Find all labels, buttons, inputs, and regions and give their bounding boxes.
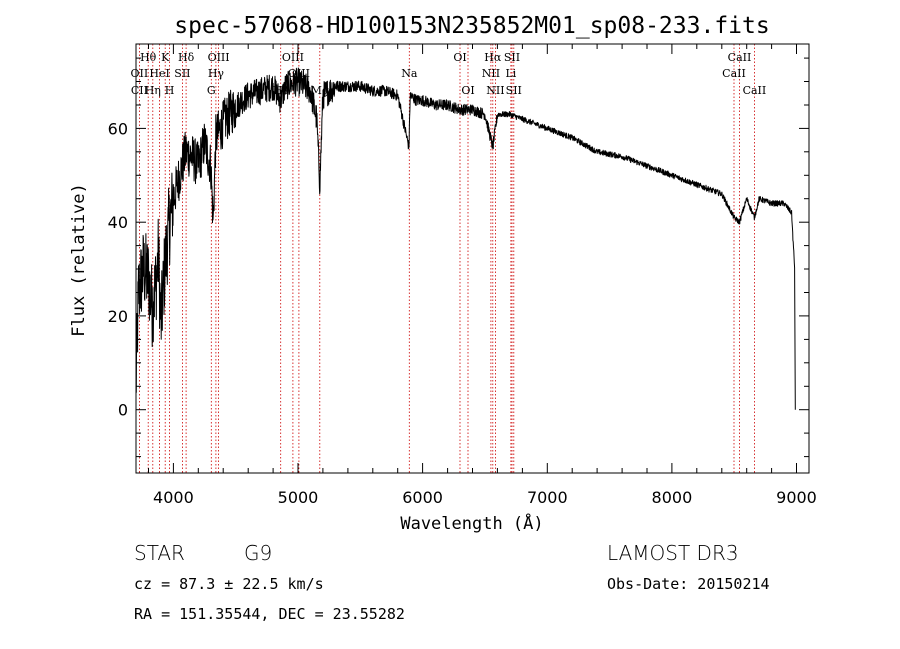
x-tick-label: 4000 <box>153 488 194 507</box>
line-marker-label: OI <box>461 84 474 97</box>
line-marker-label: Hθ <box>140 51 157 64</box>
line-marker-label: OII <box>131 67 149 80</box>
x-tick-label: 8000 <box>652 488 693 507</box>
line-marker-label: SII <box>174 67 190 80</box>
line-marker-label: Hη <box>145 84 161 97</box>
line-marker-label: SII <box>506 84 522 97</box>
x-tick-label: 6000 <box>402 488 443 507</box>
line-marker-label: Li <box>505 67 516 80</box>
spectrum-series <box>135 67 796 410</box>
sky-coordinates: RA = 151.35544, DEC = 23.55282 <box>134 605 405 623</box>
x-tick-label: 5000 <box>278 488 319 507</box>
x-axis-label: Wavelength (Å) <box>400 512 543 534</box>
observation-date: Obs-Date: 20150214 <box>607 575 770 593</box>
line-marker-label: OI <box>453 51 466 64</box>
line-marker-label: H <box>165 84 175 97</box>
line-marker-label: Na <box>401 67 418 80</box>
chart-title: spec-57068-HD100153N235852M01_sp08-233.f… <box>174 13 769 39</box>
x-tick-label: 7000 <box>527 488 568 507</box>
spectrum-layer <box>135 67 796 410</box>
line-marker-label: OIII <box>208 51 230 64</box>
line-marker-label: NII <box>486 84 504 97</box>
object-class: STAR <box>134 541 185 565</box>
survey-name: LAMOST DR3 <box>607 541 739 565</box>
line-marker-label: CaII <box>722 67 746 80</box>
y-tick-label: 20 <box>108 307 128 326</box>
line-marker-label: CaII <box>743 84 767 97</box>
line-marker-label: Hδ <box>178 51 195 64</box>
y-tick-label: 40 <box>108 213 128 232</box>
line-marker-label: CaII <box>728 51 752 64</box>
y-tick-label: 60 <box>108 119 128 138</box>
line-marker-label: HeI <box>149 67 169 80</box>
line-marker-label: K <box>161 51 170 64</box>
redshift-velocity: cz = 87.3 ± 22.5 km/s <box>134 575 324 593</box>
line-marker-label: Hγ <box>208 67 225 80</box>
y-axis-label: Flux (relative) <box>69 183 89 337</box>
line-marker-label: CII <box>131 84 148 97</box>
line-marker-label: SII <box>504 51 520 64</box>
line-marker-label: G <box>207 84 216 97</box>
x-tick-label: 9000 <box>776 488 817 507</box>
y-tick-label: 0 <box>118 401 128 420</box>
line-marker-label: Hα <box>484 51 502 64</box>
line-marker-label: NII <box>482 67 500 80</box>
line-marker-label: OIII <box>282 51 304 64</box>
axes-layer: 4000 5000 6000 7000 8000 9000 0 20 40 60 <box>108 43 817 507</box>
object-subclass: G9 <box>244 541 272 565</box>
